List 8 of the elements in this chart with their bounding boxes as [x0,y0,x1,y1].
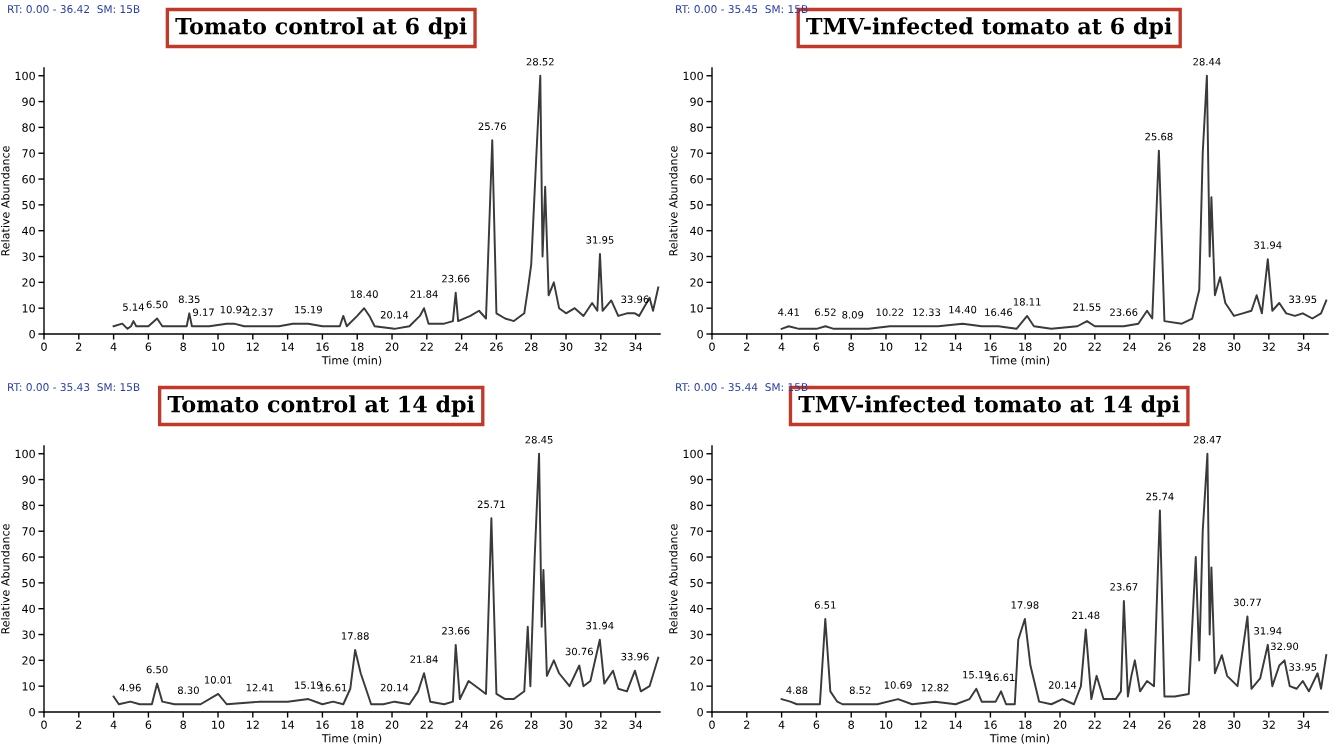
chart-title: Tomato control at 6 dpi [175,17,467,39]
line-series [112,74,660,330]
line-series [780,452,1328,706]
chart-title: TMV-infected tomato at 6 dpi [806,17,1172,39]
chart-title: TMV-infected tomato at 14 dpi [798,395,1180,417]
line-series [780,74,1328,330]
chart-title: Tomato control at 14 dpi [167,395,475,417]
line-series [112,452,660,706]
